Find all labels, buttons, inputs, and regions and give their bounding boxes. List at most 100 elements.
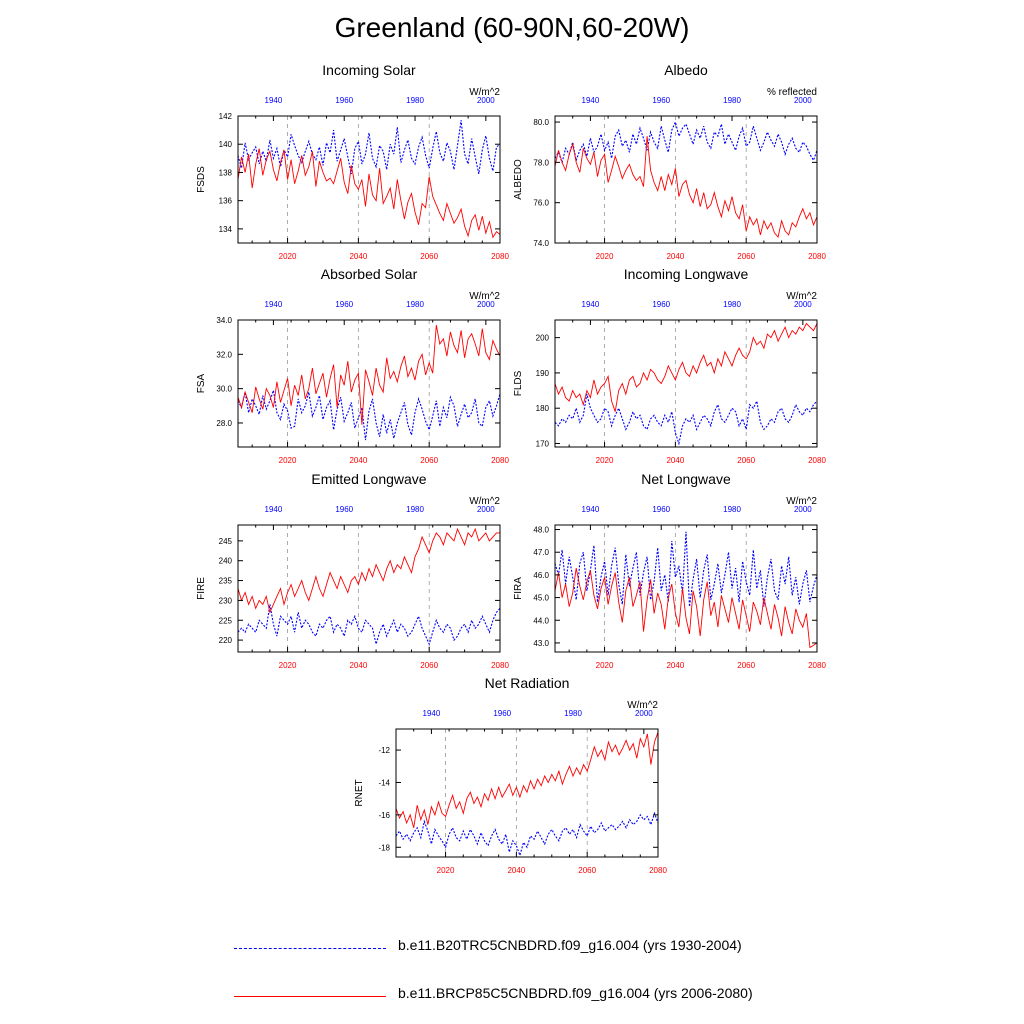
x-tick-label-top: 2000 — [794, 505, 812, 514]
y-tick-label: 134 — [219, 225, 233, 234]
x-tick-label-top: 1940 — [582, 96, 600, 105]
y-tick-label: 74.0 — [533, 239, 549, 248]
y-tick-label: 46.0 — [533, 571, 549, 580]
y-axis-label: FLDS — [513, 370, 524, 396]
panel-title: Incoming Longwave — [624, 266, 749, 282]
series-line-future — [237, 527, 500, 614]
panel-title: Net Longwave — [641, 471, 731, 487]
panel-fire: Emitted Longwave W/m^2 FIRE 220 225 230 235 240… — [196, 471, 509, 670]
plot-frame — [237, 524, 501, 653]
legend-item-historical: b.e11.B20TRC5CNBDRD.f09_g16.004 (yrs 193… — [234, 937, 854, 959]
plot-frame — [237, 115, 501, 244]
x-tick-label-top: 1980 — [723, 300, 741, 309]
panel-fira: Net Longwave W/m^2 FIRA 43.0 44.0 45.0 46.0 47.… — [513, 471, 826, 670]
y-tick-label: 180 — [536, 404, 550, 413]
panel-title: Albedo — [664, 62, 708, 78]
panel-fsds: Incoming Solar W/m^2 FSDS 134 136 138 140 142 20… — [196, 62, 509, 261]
series-line-future — [554, 568, 818, 649]
plot-frame — [237, 319, 501, 448]
x-tick-label-top: 1980 — [406, 505, 424, 514]
plot-frame — [395, 728, 659, 858]
series-line-historical — [237, 390, 501, 441]
x-tick-label-top: 2000 — [794, 300, 812, 309]
panel-units: W/m^2 — [469, 87, 500, 98]
series-line-historical — [237, 604, 501, 647]
y-axis-label: FIRE — [196, 577, 207, 600]
x-tick-label-bottom: 2080 — [491, 456, 509, 465]
x-tick-label-top: 1960 — [493, 709, 511, 718]
x-tick-label-bottom: 2040 — [349, 661, 367, 670]
y-tick-label: 235 — [219, 577, 233, 586]
y-tick-label: 140 — [219, 140, 233, 149]
y-tick-label: -16 — [378, 811, 390, 820]
panel-units: W/m^2 — [469, 291, 500, 302]
x-tick-label-bottom: 2080 — [808, 456, 826, 465]
y-tick-label: 225 — [219, 616, 233, 625]
panel-title: Absorbed Solar — [321, 266, 418, 282]
y-tick-label: 47.0 — [533, 548, 549, 557]
y-tick-label: 48.0 — [533, 526, 549, 535]
series-line-future — [554, 322, 818, 412]
x-tick-label-top: 1980 — [723, 505, 741, 514]
panel-title: Net Radiation — [485, 675, 570, 691]
panel-units: % reflected — [767, 87, 817, 98]
x-tick-label-top: 1980 — [406, 300, 424, 309]
x-tick-label-top: 1940 — [265, 505, 283, 514]
series-line-historical — [554, 120, 818, 165]
series-line-future — [237, 148, 501, 239]
x-tick-label-bottom: 2040 — [349, 252, 367, 261]
x-tick-label-bottom: 2060 — [737, 252, 755, 261]
x-tick-label-bottom: 2020 — [279, 456, 297, 465]
y-tick-label: 76.0 — [533, 199, 549, 208]
x-tick-label-bottom: 2020 — [279, 252, 297, 261]
x-tick-label-bottom: 2080 — [808, 252, 826, 261]
panel-units: W/m^2 — [786, 291, 817, 302]
x-tick-label-bottom: 2020 — [596, 661, 614, 670]
x-tick-label-top: 1960 — [652, 300, 670, 309]
page-title: Greenland (60-90N,60-20W) — [334, 12, 690, 43]
x-tick-label-bottom: 2060 — [737, 661, 755, 670]
series-line-historical — [554, 531, 818, 607]
y-tick-label: 230 — [219, 596, 233, 605]
y-tick-label: 45.0 — [533, 594, 549, 603]
x-tick-label-bottom: 2040 — [666, 252, 684, 261]
x-tick-label-top: 1960 — [335, 96, 353, 105]
y-tick-label: 245 — [219, 537, 233, 546]
legend-swatch-future — [234, 996, 386, 997]
x-tick-label-top: 1960 — [335, 505, 353, 514]
y-tick-label: 170 — [536, 439, 550, 448]
y-tick-label: 44.0 — [533, 616, 549, 625]
plot-frame — [554, 524, 818, 653]
x-tick-label-bottom: 2060 — [420, 252, 438, 261]
x-tick-label-top: 1960 — [335, 300, 353, 309]
x-tick-label-top: 2000 — [477, 505, 495, 514]
legend-swatch-historical — [234, 948, 386, 949]
x-tick-label-top: 1980 — [564, 709, 582, 718]
legend-label-historical: b.e11.B20TRC5CNBDRD.f09_g16.004 (yrs 193… — [398, 937, 742, 953]
series-line-historical — [395, 811, 659, 858]
y-tick-label: -14 — [378, 778, 390, 787]
x-tick-label-bottom: 2040 — [666, 661, 684, 670]
y-tick-label: 78.0 — [533, 158, 549, 167]
x-tick-label-top: 1940 — [423, 709, 441, 718]
x-tick-label-top: 2000 — [794, 96, 812, 105]
x-tick-label-bottom: 2020 — [596, 252, 614, 261]
x-tick-label-bottom: 2080 — [491, 661, 509, 670]
x-tick-label-top: 1980 — [723, 96, 741, 105]
y-tick-label: 190 — [536, 369, 550, 378]
panel-units: W/m^2 — [786, 496, 817, 507]
y-axis-label: FSDS — [196, 166, 207, 193]
y-tick-label: 240 — [219, 557, 233, 566]
x-tick-label-top: 2000 — [477, 300, 495, 309]
x-tick-label-bottom: 2080 — [808, 661, 826, 670]
x-tick-label-bottom: 2040 — [349, 456, 367, 465]
series-line-historical — [554, 393, 818, 446]
x-tick-label-top: 1940 — [582, 300, 600, 309]
y-axis-label: FSA — [196, 373, 207, 393]
panel-units: W/m^2 — [627, 700, 658, 711]
panel-rnet: Net Radiation W/m^2 RNET -18 -16 -14 -12 2020 20… — [354, 675, 667, 875]
y-tick-label: -18 — [378, 843, 390, 852]
series-line-future — [395, 732, 659, 828]
x-tick-label-top: 2000 — [477, 96, 495, 105]
